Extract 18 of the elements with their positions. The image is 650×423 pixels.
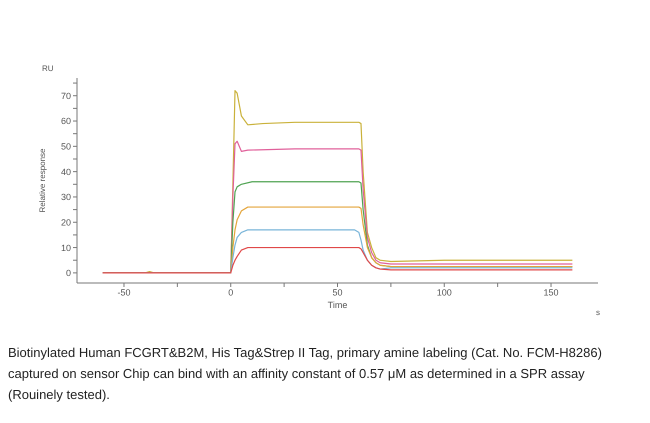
x-tick-label: 50 xyxy=(332,287,343,298)
y-tick-label: 10 xyxy=(60,242,71,253)
x-axis-title: Time xyxy=(328,300,348,310)
y-tick-label: 20 xyxy=(60,217,71,228)
y-tick-label: 70 xyxy=(60,90,71,101)
text: RU xyxy=(42,64,54,73)
y-tick-label: 40 xyxy=(60,166,71,177)
y-tick-label: 0 xyxy=(66,268,71,278)
x-tick-label: 0 xyxy=(228,287,234,298)
x-tick-label: 100 xyxy=(436,287,452,298)
x-tick-label: -50 xyxy=(117,287,130,298)
y-tick-label: 30 xyxy=(60,192,71,202)
text: s xyxy=(596,308,600,317)
x-tick-label: 150 xyxy=(544,287,559,298)
text: Biotinylated Human FCGRT&B2M, His Tag&Strep II Tag, primary amine labeling (Cat. No. FCM-H8286) captured on sensor Chip can bind with an affinity constant of 0.57 μM as determined in a SPR assay (Rouinely tested). xyxy=(8,344,603,404)
y-tick-label: 50 xyxy=(60,142,71,152)
y-axis-title: Relative response xyxy=(38,148,47,213)
y-tick-label: 60 xyxy=(60,116,71,126)
